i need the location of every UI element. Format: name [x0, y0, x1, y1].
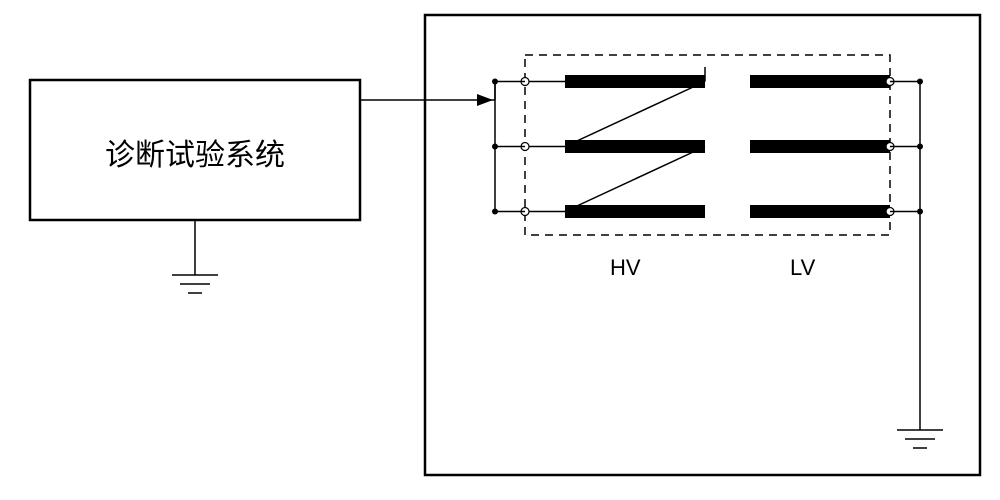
lv-label: LV: [790, 255, 816, 280]
hv-bus-node: [492, 144, 498, 150]
lv-winding-bar: [750, 205, 890, 218]
hv-bus-node: [492, 209, 498, 215]
hv-winding-bar: [565, 140, 705, 153]
hv-winding-bar: [565, 205, 705, 218]
hv-label: HV: [610, 255, 641, 280]
system-box-label: 诊断试验系统: [105, 139, 285, 172]
lv-bus-node: [917, 79, 923, 85]
lv-winding-bar: [750, 75, 890, 88]
lv-bus-node: [917, 144, 923, 150]
hv-winding-bar: [565, 75, 705, 88]
lv-winding-bar: [750, 140, 890, 153]
arrowhead-icon: [477, 94, 493, 106]
